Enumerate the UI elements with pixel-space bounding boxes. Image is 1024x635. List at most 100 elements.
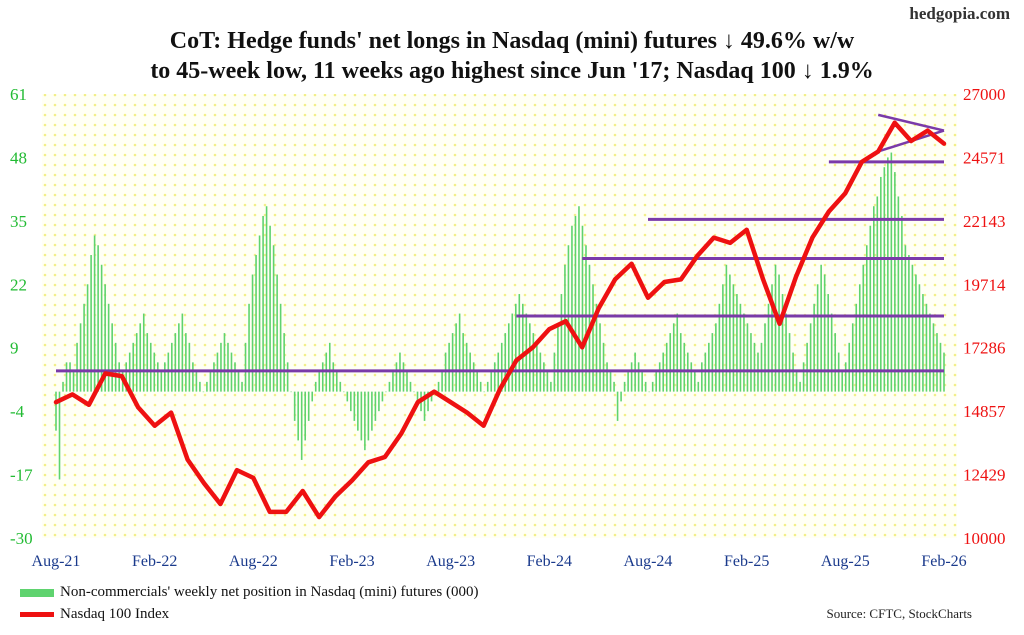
net-position-bar: [206, 381, 208, 392]
net-position-bar: [462, 333, 464, 392]
net-position-bar: [276, 274, 278, 392]
legend-bars-swatch: [20, 588, 54, 597]
net-position-bar: [248, 303, 250, 392]
left-axis-tick: 22: [10, 275, 27, 294]
net-position-bar: [834, 333, 836, 392]
net-position-bar: [718, 303, 721, 392]
net-position-bar: [279, 303, 282, 392]
net-position-bar: [543, 362, 545, 392]
net-position-bar: [736, 294, 738, 392]
net-position-bar: [300, 391, 303, 460]
net-position-bar: [269, 225, 271, 392]
net-position-bar: [771, 284, 773, 392]
net-position-bar: [606, 362, 608, 392]
x-axis-tick: Feb-23: [329, 553, 374, 570]
net-position-bar: [181, 313, 184, 392]
net-position-bar: [648, 391, 650, 393]
net-position-bar: [887, 157, 889, 392]
net-position-bar: [732, 284, 735, 392]
left-axis-tick: -17: [10, 466, 33, 485]
net-position-bar: [441, 372, 443, 392]
net-position-bar: [378, 391, 380, 412]
x-axis-tick: Feb-22: [132, 553, 177, 570]
net-position-bar: [343, 391, 345, 393]
net-position-bar: [729, 274, 731, 392]
net-position-bar: [873, 206, 875, 392]
net-position-bar: [760, 342, 763, 392]
net-position-bar: [841, 372, 844, 392]
net-position-bar: [711, 333, 714, 392]
right-axis-tick: 27000: [963, 85, 1006, 104]
net-position-bar: [209, 372, 212, 392]
net-position-bar: [511, 313, 514, 392]
net-position-bar: [357, 391, 359, 431]
net-position-bar: [774, 264, 777, 392]
net-position-bar: [894, 172, 896, 392]
net-position-bar: [272, 245, 275, 392]
net-position-bar: [844, 362, 847, 392]
net-position-bar: [199, 381, 201, 392]
net-position-bar: [918, 284, 921, 392]
net-position-bar: [65, 362, 68, 392]
net-position-bar: [901, 215, 903, 392]
net-position-bar: [764, 323, 766, 392]
left-axis-tick: 9: [10, 339, 19, 358]
net-position-bar: [318, 372, 321, 392]
net-position-bar: [195, 372, 198, 392]
net-position-bar: [929, 313, 931, 392]
net-position-bar: [932, 323, 935, 392]
right-axis-tick: 12429: [963, 466, 1006, 485]
net-position-bar: [672, 323, 675, 392]
net-position-bar: [820, 264, 822, 392]
legend-bars: Non-commercials' weekly net position in …: [20, 584, 478, 601]
net-position-bar: [395, 362, 398, 392]
nasdaq-100-line: [53, 120, 947, 520]
net-position-bar: [455, 323, 457, 392]
net-position-bar: [448, 342, 450, 392]
net-position-bar: [883, 167, 886, 392]
x-axis-tick: Aug-23: [426, 553, 475, 570]
net-position-bar: [514, 303, 517, 392]
net-position-bar: [908, 255, 910, 392]
net-position-bar: [936, 333, 938, 392]
net-position-bar: [97, 245, 99, 392]
left-axis-tick: 48: [10, 148, 27, 167]
net-position-bar: [609, 372, 612, 392]
net-position-bar: [890, 152, 893, 392]
net-position-bar: [227, 342, 229, 392]
net-position-bar: [574, 215, 577, 392]
legend-line-label: Nasdaq 100 Index: [60, 606, 170, 622]
net-position-bar: [623, 381, 626, 392]
net-position-bar: [679, 333, 682, 392]
net-position-bar: [715, 323, 717, 392]
net-position-bar: [880, 176, 882, 392]
net-position-bar: [392, 372, 394, 392]
net-position-bar: [644, 381, 647, 392]
net-position-bar: [350, 391, 352, 412]
net-position-bar: [86, 284, 89, 392]
net-position-bar: [472, 362, 475, 392]
x-axis-tick: Aug-22: [229, 553, 278, 570]
net-position-bar: [374, 391, 377, 421]
net-position-bar: [304, 391, 306, 441]
net-position-bar: [371, 391, 373, 431]
net-position-bar: [855, 303, 858, 392]
net-position-bar: [620, 391, 622, 402]
net-position-bar: [651, 381, 654, 392]
net-position-bar: [416, 391, 419, 402]
net-position-bar: [788, 333, 791, 392]
net-position-bar: [62, 381, 64, 392]
net-position-bar: [493, 362, 496, 392]
axes: 61 48 35 22 9 -4 -17 -30 27000 24571 22143 19714 172…: [10, 85, 1006, 570]
net-position-bar: [848, 342, 851, 392]
net-position-bar: [522, 303, 524, 392]
net-position-bar: [451, 333, 454, 392]
net-position-bar: [241, 381, 243, 392]
net-position-bar: [490, 372, 493, 392]
net-position-bar: [669, 333, 672, 392]
net-position-bar: [694, 372, 696, 392]
net-position-bar: [595, 303, 598, 392]
net-position-bar: [925, 303, 928, 392]
net-position-bar: [202, 391, 205, 393]
net-position-bar: [321, 362, 324, 392]
